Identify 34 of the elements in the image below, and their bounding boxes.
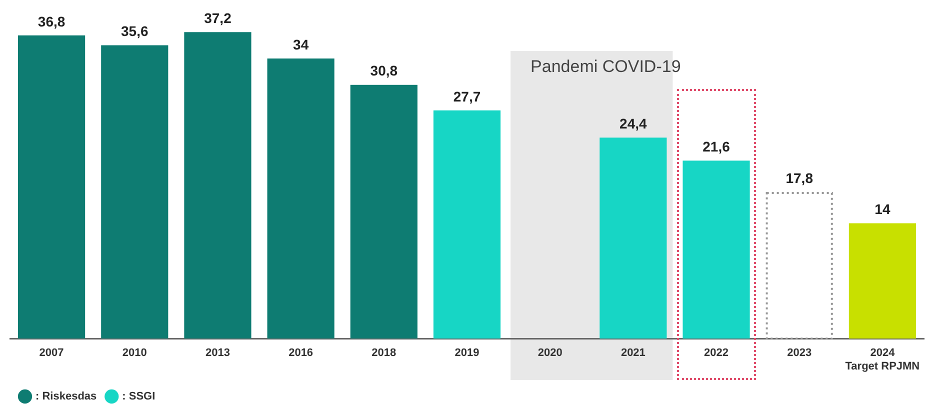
data-label: 27,7 [453, 88, 481, 104]
bar [101, 45, 168, 339]
data-label: 34 [293, 36, 309, 52]
x-tick-label: 2010 [122, 347, 147, 360]
x-tick-label: 2007 [39, 347, 64, 360]
bar [848, 223, 916, 339]
data-label: 14 [874, 201, 890, 218]
x-tick-label: 2013 [205, 347, 230, 360]
data-label: 24,4 [620, 115, 648, 132]
bar [184, 32, 252, 339]
bar [682, 160, 750, 339]
bar [18, 35, 86, 339]
x-tick-label: 2019 [454, 347, 480, 360]
data-label: 37,2 [204, 10, 232, 26]
bar [350, 84, 418, 339]
data-label: 36,8 [38, 13, 66, 30]
legend-label: : SSGI [122, 390, 156, 403]
bar [600, 138, 667, 339]
x-tick-label: 2024 Target RPJMN [845, 347, 920, 372]
bar [267, 58, 334, 339]
band-label: Pandemi COVID-19 [530, 57, 681, 76]
x-tick-label: 2023 [787, 347, 812, 360]
data-label: 21,6 [702, 138, 730, 155]
x-tick-label: 2022 [704, 347, 729, 360]
legend-label: : Riskesdas [36, 390, 97, 403]
bar [766, 192, 833, 340]
data-label: 30,8 [370, 62, 398, 79]
x-tick-label: 2016 [288, 347, 314, 360]
x-tick-label: 2018 [372, 347, 396, 360]
x-tick-label: 2021 [620, 347, 646, 360]
data-label: 17,8 [786, 170, 814, 186]
data-label: 35,6 [121, 23, 148, 40]
x-tick-label: 2020 [538, 347, 562, 360]
bar [433, 110, 501, 339]
